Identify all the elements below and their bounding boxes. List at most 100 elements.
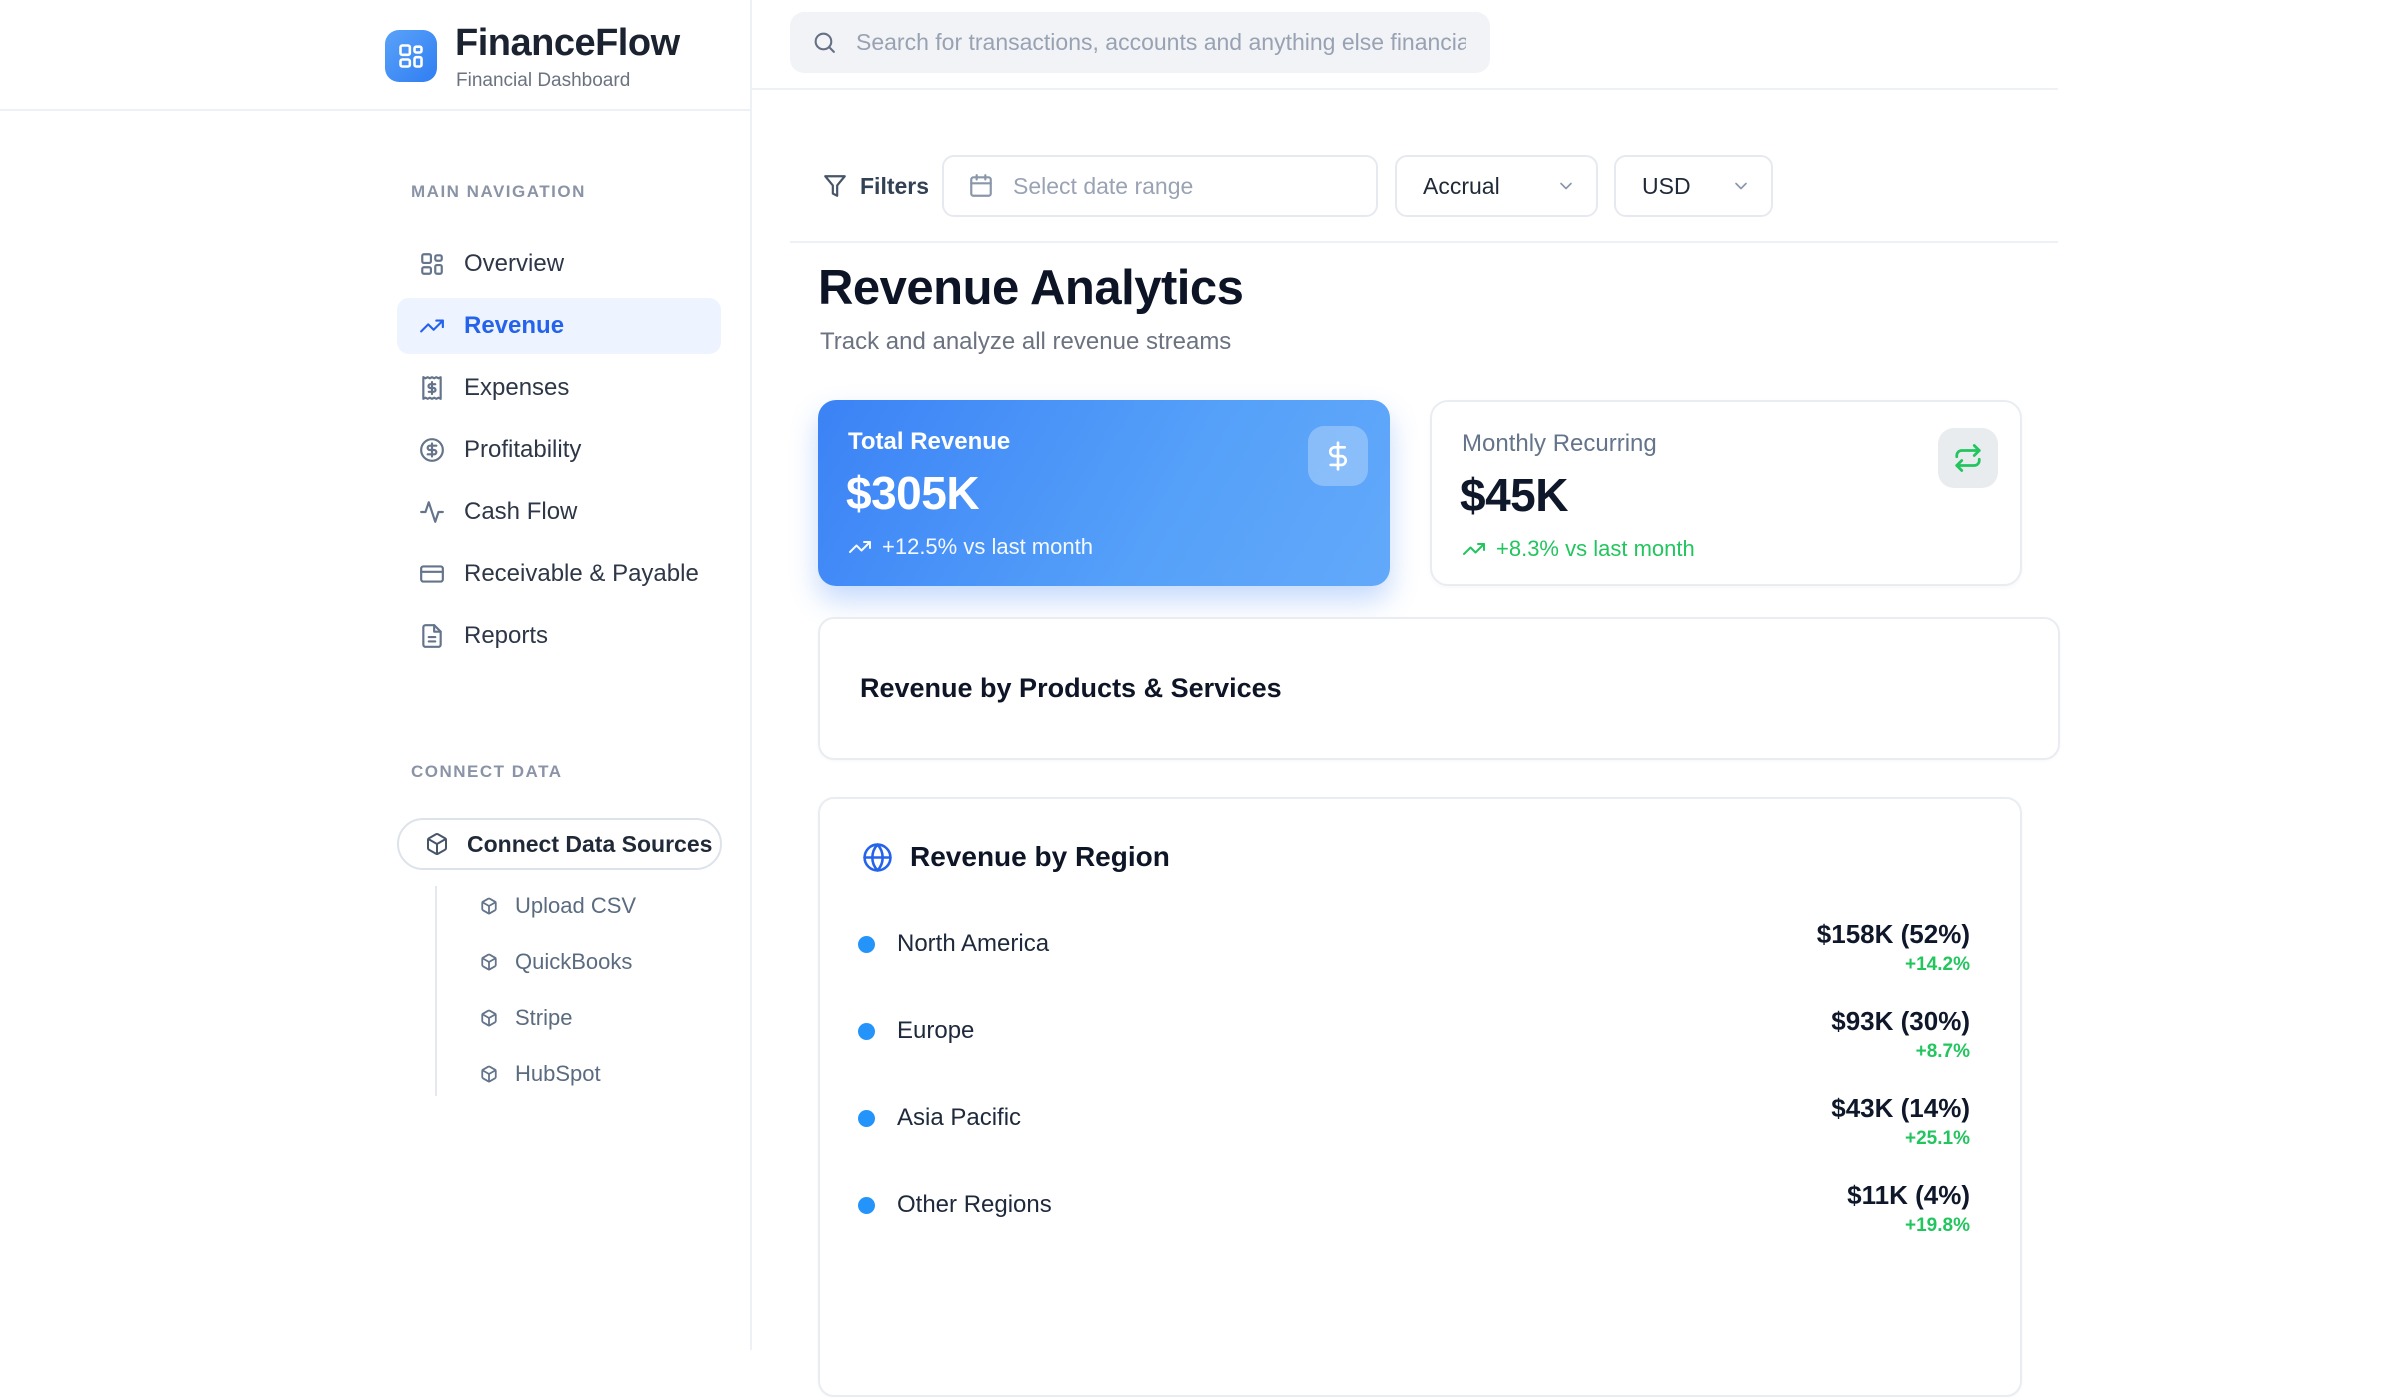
trending-up-icon — [1462, 537, 1486, 561]
connect-data-label: CONNECT DATA — [411, 762, 563, 781]
region-dot-icon — [858, 1109, 875, 1127]
search-input[interactable] — [790, 12, 1490, 73]
sidebar-item-label: Expenses — [464, 374, 570, 401]
filters-label: Filters — [860, 173, 930, 199]
connect-sources-list: Upload CSV QuickBooks Stripe — [480, 888, 720, 1112]
chevron-down-icon — [1731, 176, 1751, 196]
sidebar-item-cash-flow[interactable]: Cash Flow — [397, 484, 721, 540]
filter-funnel-icon — [822, 173, 848, 199]
circle-dollar-icon — [419, 437, 445, 463]
dollar-sign-icon — [1322, 440, 1354, 472]
repeat-icon — [1953, 443, 1983, 473]
sidebar-header-divider — [0, 109, 752, 111]
revenue-by-products-card: Revenue by Products & Services — [818, 617, 2060, 760]
sidebar-item-profitability[interactable]: Profitability — [397, 422, 721, 478]
region-name: Europe — [897, 1017, 975, 1044]
sidebar-item-expenses[interactable]: Expenses — [397, 360, 721, 416]
products-card-title: Revenue by Products & Services — [860, 673, 1282, 703]
credit-card-icon — [419, 561, 445, 587]
package-icon — [425, 832, 449, 856]
sidebar-item-label: Cash Flow — [464, 498, 578, 525]
region-card-header: Revenue by Region — [862, 841, 1170, 873]
sidebar-item-revenue[interactable]: Revenue — [397, 298, 721, 354]
region-dot-icon — [858, 935, 875, 953]
region-value: $11K (4%) — [1847, 1179, 1970, 1210]
package-icon — [480, 1009, 498, 1027]
region-value: $158K (52%) — [1816, 918, 1970, 949]
page-title: Revenue Analytics — [818, 261, 1244, 315]
connect-source-label: HubSpot — [515, 1061, 601, 1086]
connect-button-label: Connect Data Sources — [467, 830, 713, 857]
region-name: Asia Pacific — [897, 1104, 1022, 1131]
connect-subtree-guide — [435, 886, 437, 1096]
date-range-picker[interactable]: Select date range — [942, 155, 1378, 217]
region-dot-icon — [858, 1196, 875, 1214]
page-subtitle: Track and analyze all revenue streams — [820, 328, 1232, 355]
region-row-other-regions: Other Regions $11K (4%) +19.8% — [858, 1168, 1970, 1242]
connect-source-stripe[interactable]: Stripe — [480, 1000, 720, 1036]
connect-source-label: Upload CSV — [515, 893, 637, 918]
sidebar-item-label: Profitability — [464, 436, 582, 463]
region-dot-icon — [858, 1022, 875, 1040]
connect-source-quickbooks[interactable]: QuickBooks — [480, 944, 720, 980]
sidebar-item-reports[interactable]: Reports — [397, 608, 721, 664]
sidebar: FinanceFlow Financial Dashboard MAIN NAV… — [0, 0, 752, 1350]
connect-data-sources-button[interactable]: Connect Data Sources — [397, 818, 722, 870]
sidebar-item-label: Overview — [464, 250, 565, 277]
chevron-down-icon — [1556, 176, 1576, 196]
main-navigation-label: MAIN NAVIGATION — [411, 182, 586, 201]
revenue-by-region-card: Revenue by Region North America $158K (5… — [818, 797, 2022, 1397]
region-name: North America — [897, 930, 1050, 957]
connect-source-label: QuickBooks — [515, 949, 633, 974]
brand-subtitle: Financial Dashboard — [456, 70, 631, 91]
currency-select[interactable]: USD — [1614, 155, 1773, 217]
region-name: Other Regions — [897, 1191, 1052, 1218]
layout-grid-icon — [419, 251, 445, 277]
region-row-north-america: North America $158K (52%) +14.2% — [858, 907, 1970, 981]
kpi-change-text: +12.5% vs last month — [882, 534, 1093, 559]
main-navigation: Overview Revenue Expenses — [397, 236, 721, 670]
sidebar-item-receivable-payable[interactable]: Receivable & Payable — [397, 546, 721, 602]
region-change: +8.7% — [1915, 1040, 1970, 1062]
sidebar-item-overview[interactable]: Overview — [397, 236, 721, 292]
accounting-method-value: Accrual — [1423, 172, 1500, 199]
dashboard-grid-icon — [397, 42, 425, 70]
filters-divider — [790, 241, 2058, 243]
kpi-change: +8.3% vs last month — [1462, 536, 1695, 562]
sidebar-item-label: Revenue — [464, 312, 565, 339]
accounting-method-select[interactable]: Accrual — [1395, 155, 1598, 217]
dollar-chip — [1308, 426, 1368, 486]
kpi-label: Monthly Recurring — [1462, 430, 1657, 457]
connect-source-hubspot[interactable]: HubSpot — [480, 1056, 720, 1092]
app-logo — [385, 30, 437, 82]
monthly-recurring-card: Monthly Recurring $45K +8.3% vs last mon… — [1430, 400, 2022, 586]
total-revenue-card: Total Revenue $305K +12.5% vs last month — [818, 400, 1390, 586]
globe-icon — [862, 842, 893, 873]
trending-up-icon — [848, 535, 872, 559]
region-change: +25.1% — [1905, 1127, 1970, 1149]
kpi-value: $45K — [1460, 469, 1568, 521]
kpi-change: +12.5% vs last month — [848, 534, 1093, 560]
connect-source-label: Stripe — [515, 1005, 573, 1030]
receipt-icon — [419, 375, 445, 401]
file-text-icon — [419, 623, 445, 649]
brand-name: FinanceFlow — [455, 22, 680, 64]
repeat-chip — [1938, 428, 1998, 488]
activity-icon — [419, 499, 445, 525]
kpi-value: $305K — [846, 467, 980, 519]
connect-source-upload-csv[interactable]: Upload CSV — [480, 888, 720, 924]
header-divider — [752, 88, 2058, 90]
package-icon — [480, 897, 498, 915]
region-value: $93K (30%) — [1831, 1005, 1970, 1036]
region-row-asia-pacific: Asia Pacific $43K (14%) +25.1% — [858, 1081, 1970, 1155]
currency-value: USD — [1642, 172, 1691, 199]
calendar-icon — [968, 173, 994, 199]
package-icon — [480, 1065, 498, 1083]
region-value: $43K (14%) — [1831, 1092, 1970, 1123]
region-row-europe: Europe $93K (30%) +8.7% — [858, 994, 1970, 1068]
kpi-change-text: +8.3% vs last month — [1496, 536, 1695, 561]
sidebar-item-label: Receivable & Payable — [464, 560, 699, 587]
region-card-title: Revenue by Region — [910, 841, 1170, 872]
region-change: +14.2% — [1905, 953, 1970, 975]
trending-up-icon — [419, 313, 445, 339]
